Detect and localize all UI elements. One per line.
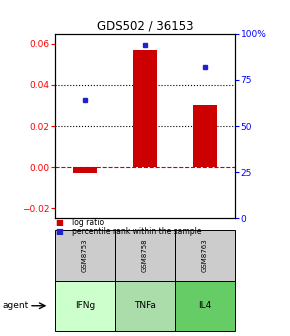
Text: log ratio: log ratio [72, 218, 105, 227]
Bar [115, 230, 175, 281]
Text: ■: ■ [55, 227, 63, 236]
Bar [73, 167, 97, 173]
Bar [175, 230, 235, 281]
Bar [55, 281, 115, 331]
Bar [133, 50, 157, 167]
Text: GSM8758: GSM8758 [142, 239, 148, 272]
Text: IL4: IL4 [198, 301, 212, 310]
Text: percentile rank within the sample: percentile rank within the sample [72, 227, 202, 236]
Text: GSM8753: GSM8753 [82, 239, 88, 272]
Bar [115, 281, 175, 331]
Bar [55, 230, 115, 281]
Text: ■: ■ [55, 218, 63, 227]
Bar [175, 281, 235, 331]
Text: agent: agent [3, 301, 29, 310]
Title: GDS502 / 36153: GDS502 / 36153 [97, 19, 193, 33]
Text: IFNg: IFNg [75, 301, 95, 310]
Bar [193, 106, 217, 167]
Text: TNFa: TNFa [134, 301, 156, 310]
Text: GSM8763: GSM8763 [202, 239, 208, 272]
